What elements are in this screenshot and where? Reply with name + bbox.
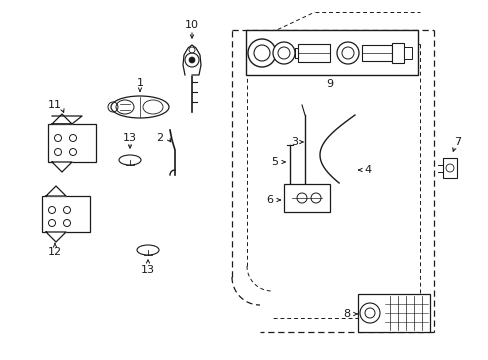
Polygon shape (183, 45, 201, 75)
Polygon shape (46, 232, 66, 242)
Ellipse shape (111, 96, 169, 118)
Text: 2: 2 (156, 133, 163, 143)
Circle shape (247, 39, 275, 67)
Text: 10: 10 (184, 20, 199, 30)
Circle shape (189, 57, 195, 63)
Text: 8: 8 (343, 309, 350, 319)
Polygon shape (52, 116, 82, 124)
Circle shape (272, 42, 294, 64)
Bar (403, 47, 411, 59)
Polygon shape (52, 162, 72, 172)
Circle shape (359, 303, 379, 323)
Bar (442, 158, 456, 178)
Text: 7: 7 (453, 137, 461, 147)
Text: 3: 3 (291, 137, 298, 147)
Text: 4: 4 (364, 165, 371, 175)
Text: 6: 6 (266, 195, 273, 205)
Bar (357, 294, 429, 332)
Bar (391, 43, 403, 63)
Ellipse shape (137, 245, 159, 255)
Bar (361, 45, 391, 61)
Text: 5: 5 (271, 157, 278, 167)
Text: 11: 11 (48, 100, 62, 110)
Polygon shape (52, 114, 72, 124)
Text: 12: 12 (48, 247, 62, 257)
Circle shape (336, 42, 358, 64)
Bar (245, 30, 417, 75)
Text: 9: 9 (326, 79, 333, 89)
Bar (42, 196, 90, 232)
Text: 13: 13 (141, 265, 155, 275)
Bar (284, 184, 329, 212)
Text: 1: 1 (136, 78, 143, 88)
Text: 13: 13 (123, 133, 137, 143)
Circle shape (184, 53, 199, 67)
Bar (48, 124, 96, 162)
Polygon shape (46, 186, 66, 196)
Bar (297, 44, 329, 62)
Ellipse shape (119, 155, 141, 165)
